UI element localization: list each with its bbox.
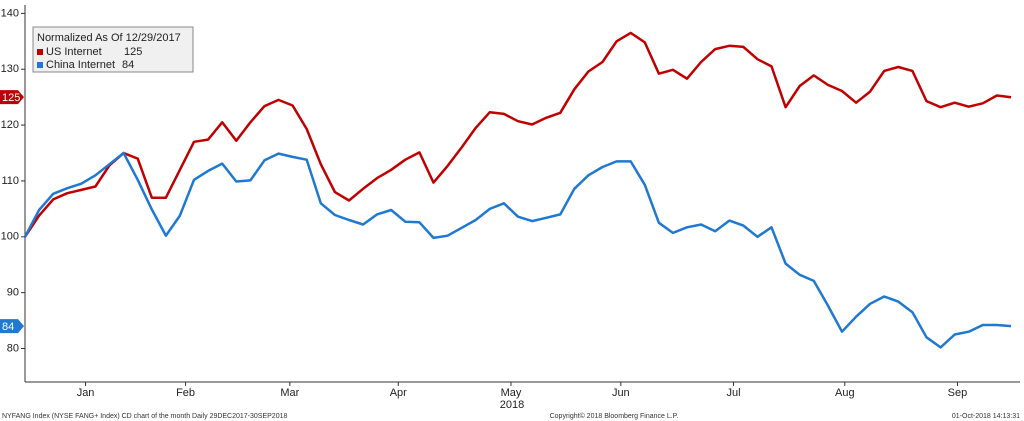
y-tick-label: 90 xyxy=(7,287,19,299)
legend-swatch xyxy=(37,62,43,68)
x-tick-label: Aug xyxy=(835,387,855,399)
legend-label: US Internet xyxy=(46,46,102,58)
x-axis-label: 2018 xyxy=(500,399,524,411)
y-tick-label: 80 xyxy=(7,342,19,354)
x-tick-label: Jul xyxy=(726,387,740,399)
legend-value: 84 xyxy=(122,59,134,71)
footer-left: NYFANG Index (NYSE FANG+ Index) CD chart… xyxy=(2,413,287,420)
y-tick-label: 140 xyxy=(1,7,19,19)
series-line xyxy=(23,151,1012,349)
x-tick-label: Apr xyxy=(390,387,407,399)
value-tag xyxy=(0,319,24,334)
y-tick-label: 110 xyxy=(1,175,19,187)
y-tick-label: 100 xyxy=(1,231,19,243)
legend-value: 125 xyxy=(124,46,142,58)
x-tick-label: Sep xyxy=(948,387,968,399)
value-tag-label: 84 xyxy=(2,321,14,333)
value-tag-label: 125 xyxy=(2,92,20,104)
y-tick-label: 120 xyxy=(1,119,19,131)
legend-swatch xyxy=(37,49,43,55)
legend-box xyxy=(32,26,194,73)
x-tick-label: Jan xyxy=(77,387,95,399)
x-tick-label: May xyxy=(501,387,522,399)
value-tag xyxy=(0,90,24,105)
x-tick-label: Mar xyxy=(280,387,299,399)
x-tick-label: Jun xyxy=(612,387,630,399)
y-tick-label: 130 xyxy=(1,63,19,75)
footer-right: 01-Oct-2018 14:13:31 xyxy=(952,413,1020,420)
legend-title: Normalized As Of 12/29/2017 xyxy=(37,32,181,44)
series-line xyxy=(23,31,1012,238)
footer-center: Copyright© 2018 Bloomberg Finance L.P. xyxy=(550,412,679,420)
x-tick-label: Feb xyxy=(176,387,195,399)
legend-label: China Internet xyxy=(46,59,115,71)
